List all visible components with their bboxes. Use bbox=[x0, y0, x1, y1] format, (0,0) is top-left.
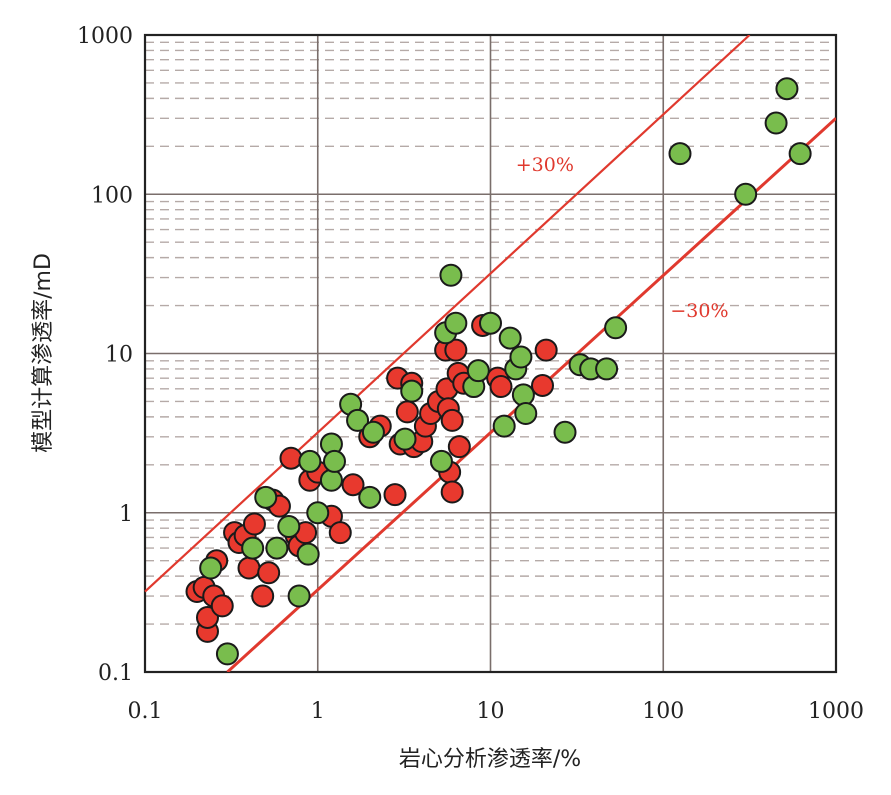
x-tick-label: 100 bbox=[642, 699, 684, 724]
y-axis-title: 模型计算渗透率/mD bbox=[31, 253, 56, 453]
x-tick-label: 10 bbox=[477, 699, 505, 724]
data-points bbox=[185, 77, 812, 666]
plot-area-frame bbox=[143, 33, 838, 674]
data-point bbox=[498, 326, 522, 350]
data-point bbox=[254, 485, 278, 509]
data-point bbox=[306, 501, 330, 525]
data-point bbox=[257, 561, 281, 585]
data-point bbox=[237, 556, 261, 580]
data-point bbox=[393, 427, 417, 451]
data-point bbox=[479, 311, 502, 335]
data-point bbox=[429, 449, 453, 473]
data-point bbox=[358, 485, 382, 509]
y-tick-label: 100 bbox=[91, 183, 133, 208]
data-point bbox=[492, 414, 516, 438]
data-point bbox=[383, 483, 407, 507]
data-point bbox=[361, 420, 385, 444]
data-point bbox=[788, 142, 812, 166]
data-point bbox=[439, 263, 463, 287]
data-point bbox=[604, 316, 628, 340]
x-tick-label: 0.1 bbox=[128, 699, 163, 724]
reference-line-label: +30% bbox=[516, 154, 574, 176]
x-tick-label: 1 bbox=[311, 699, 325, 724]
data-point bbox=[210, 594, 234, 618]
y-tick-label: 1000 bbox=[77, 24, 133, 49]
x-axis-title: 岩心分析渗透率/% bbox=[399, 747, 581, 772]
data-point bbox=[489, 375, 513, 399]
data-point bbox=[764, 111, 788, 135]
data-point bbox=[668, 142, 692, 166]
data-point bbox=[265, 536, 289, 560]
data-point bbox=[298, 449, 322, 473]
data-point bbox=[595, 357, 619, 381]
data-point bbox=[241, 536, 265, 560]
data-point bbox=[251, 584, 275, 608]
data-point bbox=[775, 77, 799, 101]
data-point bbox=[466, 359, 490, 383]
data-point bbox=[509, 345, 533, 369]
data-point bbox=[444, 311, 468, 335]
grid-lines bbox=[145, 35, 836, 673]
data-point bbox=[296, 542, 320, 566]
data-point bbox=[534, 338, 558, 362]
reference-line bbox=[144, 35, 751, 593]
data-point bbox=[341, 473, 365, 497]
data-point bbox=[277, 514, 301, 538]
data-point bbox=[395, 400, 419, 424]
data-point bbox=[242, 512, 266, 536]
data-point bbox=[531, 373, 555, 397]
data-point bbox=[553, 420, 577, 444]
data-point bbox=[447, 435, 471, 459]
data-point bbox=[322, 449, 346, 473]
data-point bbox=[444, 338, 468, 362]
y-tick-label: 1 bbox=[119, 502, 133, 527]
y-tick-label: 0.1 bbox=[98, 661, 133, 686]
data-point bbox=[440, 480, 464, 504]
x-tick-label: 1000 bbox=[808, 699, 864, 724]
data-point bbox=[199, 556, 223, 580]
axis-ticks: 0.1 1 10 100 1000 0.1 1 10 100 1000 bbox=[77, 24, 864, 724]
y-tick-label: 10 bbox=[105, 343, 133, 368]
reference-line-label: −30% bbox=[670, 300, 728, 322]
data-point bbox=[440, 408, 464, 432]
data-point bbox=[400, 379, 424, 403]
data-point bbox=[328, 521, 352, 545]
data-point bbox=[319, 468, 343, 492]
data-point bbox=[511, 383, 535, 407]
data-point bbox=[734, 182, 758, 206]
data-point bbox=[287, 584, 311, 608]
data-point bbox=[279, 446, 303, 470]
data-point bbox=[514, 401, 538, 425]
data-point bbox=[215, 642, 239, 666]
data-point bbox=[346, 408, 370, 432]
